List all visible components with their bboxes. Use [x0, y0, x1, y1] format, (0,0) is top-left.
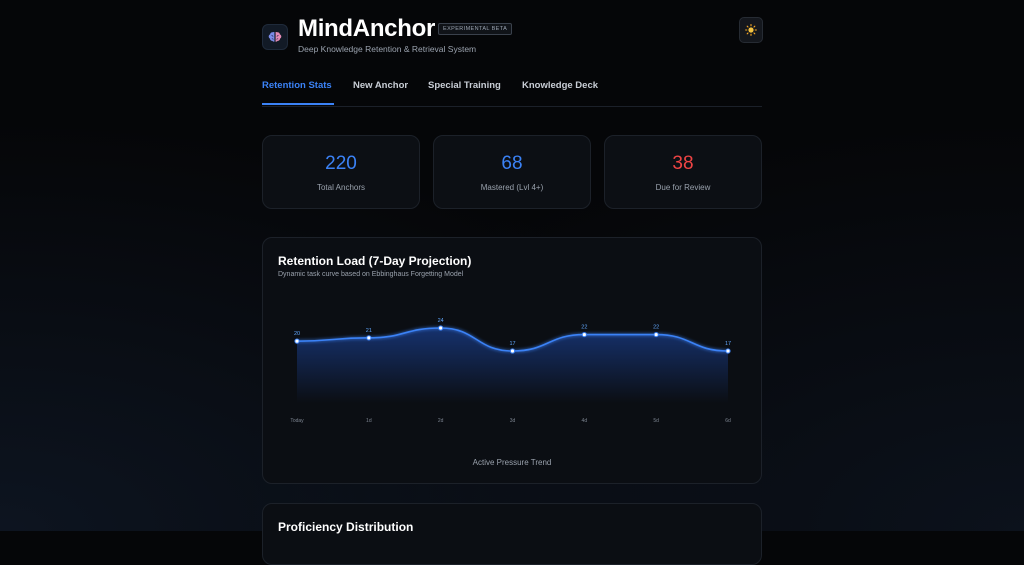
chart-point[interactable]: [725, 348, 731, 354]
x-tick-label: 1d: [366, 418, 372, 424]
tab-special-training[interactable]: Special Training: [428, 80, 501, 91]
chart-footer: Active Pressure Trend: [472, 458, 552, 467]
app-logo: [262, 24, 288, 50]
stat-label: Due for Review: [655, 183, 711, 192]
stat-value: 68: [501, 153, 523, 174]
chart-point[interactable]: [438, 325, 444, 331]
chart-data-label: 17: [509, 341, 515, 347]
section-title: Proficiency Distribution: [278, 520, 414, 534]
main-tabs: Retention Stats New Anchor Special Train…: [262, 78, 762, 107]
x-tick-label: 6d: [725, 418, 731, 424]
chart-subtitle: Dynamic task curve based on Ebbinghaus F…: [278, 271, 464, 278]
stat-card-mastered: 68 Mastered (Lvl 4+): [433, 135, 591, 209]
x-tick-label: 4d: [582, 418, 588, 424]
chart-point[interactable]: [581, 331, 587, 338]
stat-card-due-for-review: 38 Due for Review: [604, 135, 762, 209]
retention-load-chart: 20 Today 21 1d 24 2d 17 3d 22 4d 22 5d 17 6d: [290, 318, 731, 424]
tab-new-anchor[interactable]: New Anchor: [353, 80, 409, 91]
chart-point[interactable]: [509, 348, 516, 354]
stat-label: Mastered (Lvl 4+): [480, 183, 544, 192]
beta-badge: EXPERIMENTAL BETA: [438, 23, 513, 35]
chart-point[interactable]: [366, 335, 372, 341]
chart-data-label: 21: [366, 328, 372, 334]
chart-point[interactable]: [653, 331, 659, 338]
chart-data-label: 22: [653, 325, 659, 331]
sun-icon: [745, 24, 757, 36]
x-tick-label: Today: [290, 418, 304, 424]
chart-title: Retention Load (7-Day Projection): [278, 254, 472, 268]
stat-card-total-anchors: 220 Total Anchors: [262, 135, 420, 209]
retention-load-card: Retention Load (7-Day Projection) Dynami…: [262, 237, 762, 484]
x-tick-label: 2d: [438, 418, 444, 424]
tab-retention-stats[interactable]: Retention Stats: [262, 80, 332, 91]
theme-toggle-button[interactable]: [739, 17, 763, 43]
chart-data-label: 24: [438, 318, 444, 324]
chart-point[interactable]: [294, 338, 300, 344]
app-container: MindAnchor EXPERIMENTAL BETA Deep Knowle…: [262, 0, 763, 565]
chart-data-label: 17: [725, 341, 731, 347]
chart-area: [297, 328, 728, 403]
app-title: MindAnchor: [298, 15, 435, 42]
chart-data-label: 20: [294, 331, 300, 337]
active-tab-indicator: [262, 103, 334, 105]
x-tick-label: 3d: [510, 418, 516, 424]
stat-value: 220: [325, 153, 357, 174]
stat-value: 38: [672, 153, 694, 174]
app-subtitle: Deep Knowledge Retention & Retrieval Sys…: [298, 44, 477, 54]
chart-data-label: 22: [581, 325, 587, 331]
tab-knowledge-deck[interactable]: Knowledge Deck: [522, 80, 599, 91]
proficiency-distribution-card: Proficiency Distribution: [262, 503, 762, 565]
x-tick-label: 5d: [653, 418, 659, 424]
stat-label: Total Anchors: [316, 183, 366, 192]
brain-icon: [268, 31, 282, 42]
